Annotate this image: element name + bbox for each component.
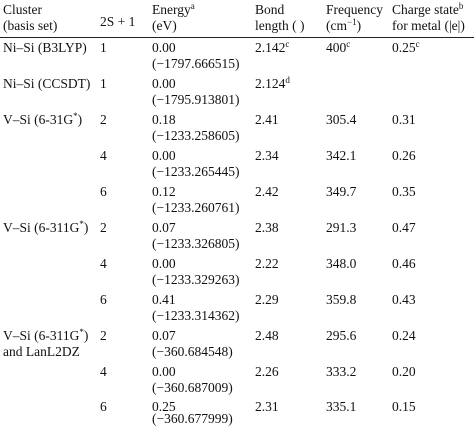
cell-frequency: 291.3 (326, 220, 357, 235)
cell-total-energy: (−1233.265445) (152, 164, 240, 179)
cell-frequency: 333.2 (326, 364, 357, 379)
cell-spin: 1 (100, 76, 107, 91)
cell-energy: 0.12 (152, 184, 176, 199)
cell-bond-length: 2.22 (255, 256, 279, 271)
cell-total-energy: (−360.687009) (152, 380, 233, 395)
cell-energy: 0.00 (152, 148, 176, 163)
cell-energy: 0.18 (152, 112, 176, 127)
cell-frequency: 400c (326, 39, 351, 56)
cell-spin: 6 (100, 292, 107, 307)
cell-charge: 0.25c (392, 39, 420, 56)
cell-spin: 1 (100, 40, 107, 55)
cell-frequency: 359.8 (326, 292, 357, 307)
cell-charge: 0.46 (392, 256, 416, 271)
header-energy: Energya (eV) (152, 1, 195, 34)
cell-charge: 0.43 (392, 292, 416, 307)
cell-spin: 6 (100, 399, 107, 414)
cell-charge: 0.26 (392, 148, 416, 163)
header-spin-multiplicity: 2S + 1 (100, 14, 136, 29)
cell-energy: 0.25 (152, 399, 176, 414)
cell-total-energy: (−1795.913801) (152, 92, 240, 107)
cell-bond-length: 2.38 (255, 220, 279, 235)
cell-bond-length: 2.31 (255, 399, 279, 414)
cell-spin: 2 (100, 112, 107, 127)
cell-charge: 0.47 (392, 220, 416, 235)
cell-charge: 0.31 (392, 112, 416, 127)
cell-bond-length: 2.142c (255, 39, 290, 56)
cell-energy: 0.07 (152, 220, 176, 235)
cell-spin: 4 (100, 148, 107, 163)
cell-bond-length: 2.124d (255, 75, 290, 92)
cell-cluster-line2: and LanL2DZ (3, 344, 80, 359)
header-charge-state: Charge stateb for metal (|e|) (392, 1, 465, 34)
header-frequency: Frequency (cm−1) (326, 2, 383, 33)
cell-total-energy: (−360.684548) (152, 344, 233, 359)
cell-frequency: 305.4 (326, 112, 357, 127)
cell-spin: 2 (100, 220, 107, 235)
cell-cluster: Ni–Si (CCSDT) (3, 76, 91, 91)
cell-total-energy: (−1233.314362) (152, 308, 240, 323)
cell-bond-length: 2.29 (255, 292, 279, 307)
cell-energy: 0.41 (152, 292, 176, 307)
cell-charge: 0.15 (392, 399, 416, 414)
cell-charge: 0.20 (392, 364, 416, 379)
cell-bond-length: 2.41 (255, 112, 279, 127)
cell-bond-length: 2.26 (255, 364, 279, 379)
cell-spin: 4 (100, 364, 107, 379)
cell-total-energy: (−1233.326805) (152, 236, 240, 251)
cell-total-energy: (−1233.258605) (152, 128, 240, 143)
cell-total-energy: (−1233.329263) (152, 272, 240, 287)
cell-cluster: V–Si (6-31G*) (3, 111, 83, 128)
cell-frequency: 295.6 (326, 328, 357, 343)
cell-frequency: 348.0 (326, 256, 357, 271)
header-rule (0, 37, 474, 38)
cell-energy: 0.00 (152, 364, 176, 379)
cell-charge: 0.24 (392, 328, 416, 343)
cell-cluster: Ni–Si (B3LYP) (3, 40, 87, 55)
cell-frequency: 335.1 (326, 399, 357, 414)
cell-frequency: 349.7 (326, 184, 357, 199)
cell-spin: 4 (100, 256, 107, 271)
header-cluster: Cluster (basis set) (3, 2, 58, 33)
cell-spin: 6 (100, 184, 107, 199)
cell-cluster: V–Si (6-311G*) (3, 327, 89, 344)
cell-total-energy: (−1233.260761) (152, 200, 240, 215)
cell-spin: 2 (100, 328, 107, 343)
cell-bond-length: 2.34 (255, 148, 279, 163)
cell-cluster: V–Si (6-311G*) (3, 219, 89, 236)
cell-energy: 0.00 (152, 76, 176, 91)
cell-total-energy: (−360.677999) (152, 411, 233, 426)
cell-energy: 0.00 (152, 40, 176, 55)
cell-bond-length: 2.42 (255, 184, 279, 199)
cell-total-energy: (−1797.666515) (152, 56, 240, 71)
cell-bond-length: 2.48 (255, 328, 279, 343)
cell-charge: 0.35 (392, 184, 416, 199)
header-bond-length: Bond length ( ) (255, 2, 305, 33)
cell-energy: 0.07 (152, 328, 176, 343)
cell-frequency: 342.1 (326, 148, 357, 163)
cell-energy: 0.00 (152, 256, 176, 271)
